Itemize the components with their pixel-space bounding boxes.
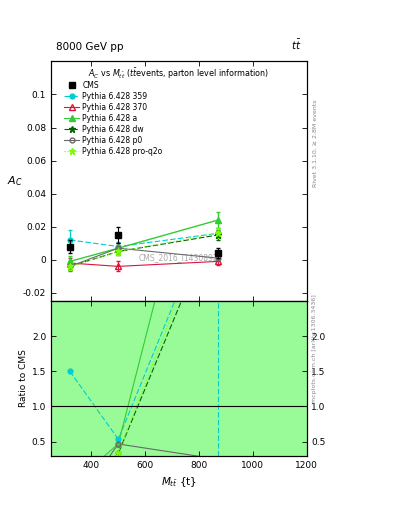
- X-axis label: $M_{t\bar{t}}$ {t}: $M_{t\bar{t}}$ {t}: [161, 475, 197, 489]
- Legend: CMS, Pythia 6.428 359, Pythia 6.428 370, Pythia 6.428 a, Pythia 6.428 dw, Pythia: CMS, Pythia 6.428 359, Pythia 6.428 370,…: [62, 80, 164, 157]
- Text: $t\bar{t}$: $t\bar{t}$: [291, 38, 301, 52]
- Y-axis label: $A_C$: $A_C$: [7, 175, 22, 188]
- Text: mcplots.cern.ch [arXiv:1306.3436]: mcplots.cern.ch [arXiv:1306.3436]: [312, 294, 318, 402]
- Text: Rivet 3.1.10, ≥ 2.8M events: Rivet 3.1.10, ≥ 2.8M events: [312, 100, 318, 187]
- Text: $A_C$ vs $M_{t\bar{t}}$ ($t\bar{t}$events, parton level information): $A_C$ vs $M_{t\bar{t}}$ ($t\bar{t}$event…: [88, 66, 269, 81]
- Y-axis label: Ratio to CMS: Ratio to CMS: [19, 350, 28, 408]
- Text: CMS_2016_I1430892: CMS_2016_I1430892: [139, 253, 219, 263]
- Text: 8000 GeV pp: 8000 GeV pp: [56, 42, 124, 52]
